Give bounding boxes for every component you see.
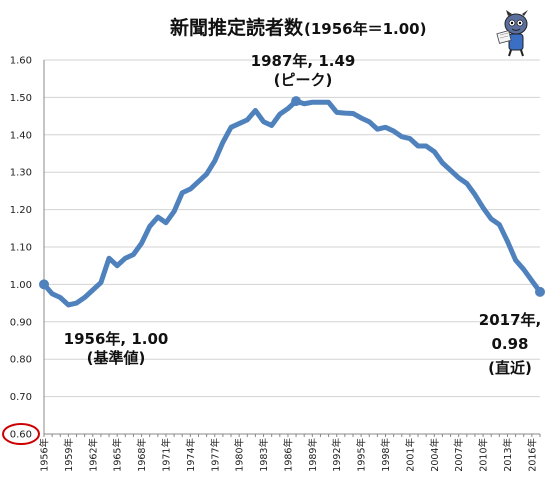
x-tick-label: 1998年 bbox=[380, 438, 392, 472]
x-tick-label: 2001年 bbox=[404, 438, 416, 472]
annotation-label: 1987年, 1.49 bbox=[251, 52, 356, 70]
axes bbox=[43, 60, 541, 437]
data-point-marker bbox=[39, 279, 49, 290]
x-tick-label: 1983年 bbox=[258, 438, 270, 472]
y-tick-label: 1.00 bbox=[10, 280, 32, 291]
annotation-label: (ピーク) bbox=[274, 71, 333, 89]
x-tick-label: 1986年 bbox=[282, 438, 294, 472]
y-tick-label: 0.70 bbox=[10, 392, 32, 403]
x-tick-label: 2016年 bbox=[526, 438, 538, 472]
x-tick-label: 1974年 bbox=[185, 438, 197, 472]
annotation-label: (基準値) bbox=[87, 349, 146, 367]
x-tick-label: 2007年 bbox=[453, 438, 465, 472]
y-tick-label: 1.60 bbox=[10, 56, 32, 67]
annotation-label: (直近) bbox=[488, 359, 532, 377]
annotation-label: 2017年, bbox=[479, 311, 541, 329]
x-tick-label: 2010年 bbox=[478, 438, 490, 472]
x-tick-label: 1959年 bbox=[63, 438, 75, 472]
x-tick-label: 1968年 bbox=[136, 438, 148, 472]
x-tick-label: 1995年 bbox=[356, 438, 368, 472]
series-layer bbox=[41, 98, 543, 308]
y-tick-label: 1.50 bbox=[10, 93, 32, 104]
x-tick-label: 1977年 bbox=[209, 438, 221, 472]
annotation-label: 1956年, 1.00 bbox=[64, 330, 169, 348]
y-tick-label: 1.20 bbox=[10, 205, 32, 216]
gridlines bbox=[44, 59, 540, 435]
y-tick-label: 0.80 bbox=[10, 355, 32, 366]
x-tick-label: 2013年 bbox=[502, 438, 514, 472]
y-tick-labels: 0.60 0.70 0.80 0.90 1.00 1.10 1.20 1.30 1.40 1.50… bbox=[2, 56, 40, 445]
x-tick-label: 1971年 bbox=[160, 438, 172, 472]
x-tick-label: 1956年 bbox=[39, 438, 51, 472]
annotations: 1987年, 1.49(ピーク) 1956年, 1.00(基準値) 2017年, 0.… bbox=[64, 52, 542, 377]
data-point-marker bbox=[291, 96, 302, 107]
y-tick-label: 1.10 bbox=[10, 243, 32, 254]
y-tick-label: 1.30 bbox=[10, 168, 32, 179]
highlight-circle bbox=[2, 423, 40, 445]
y-tick-label: 0.90 bbox=[10, 317, 32, 328]
chart-subtitle: (1956年＝1.00) bbox=[304, 20, 426, 38]
x-tick-label: 1980年 bbox=[234, 438, 246, 472]
x-tick-label: 1965年 bbox=[112, 438, 124, 472]
y-tick-label: 0.60 bbox=[10, 430, 32, 441]
data-point-marker bbox=[535, 286, 545, 297]
x-tick-label: 1992年 bbox=[331, 438, 343, 472]
x-tick-label: 2004年 bbox=[429, 438, 441, 472]
markers bbox=[39, 96, 545, 297]
annotation-label: 0.98 bbox=[491, 335, 528, 353]
series-line bbox=[41, 98, 543, 308]
chart-title: 新聞推定読者数 bbox=[170, 16, 304, 39]
mascot-illustration bbox=[496, 10, 528, 57]
y-tick-label: 1.40 bbox=[10, 130, 32, 141]
x-tick-label: 1989年 bbox=[307, 438, 319, 472]
x-tick-label: 1962年 bbox=[87, 438, 99, 472]
x-tick-labels: 1956年 1959年 1962年 1965年 1968年 1971年 1974年 1977年… bbox=[39, 438, 539, 472]
